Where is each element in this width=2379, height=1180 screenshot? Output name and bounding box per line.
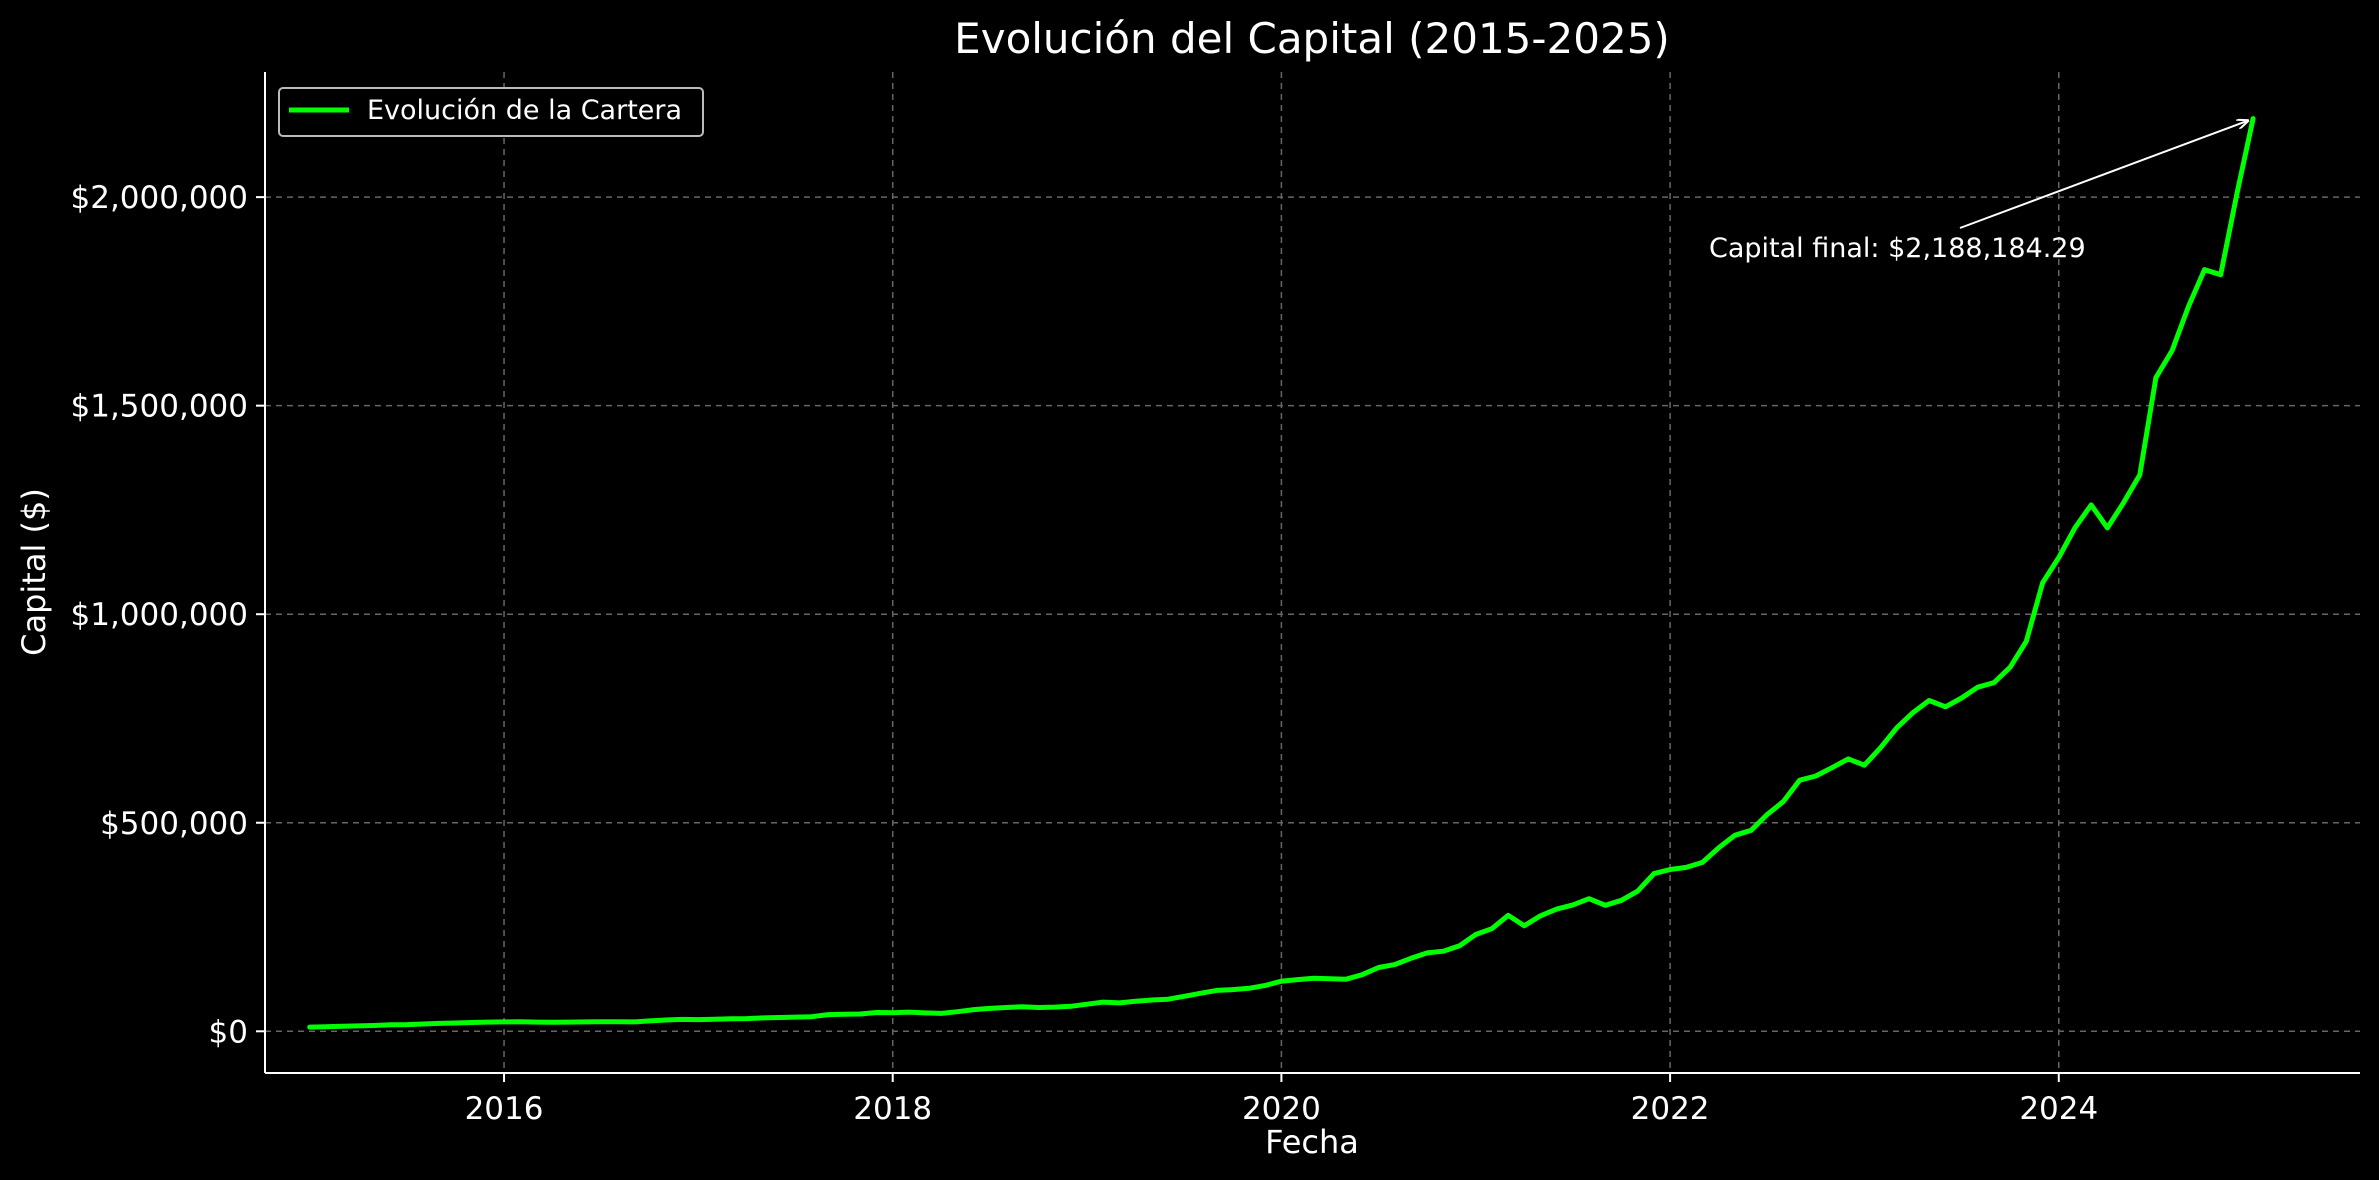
annotation-text: Capital final: $2,188,184.29: [1709, 233, 2086, 264]
legend: Evolución de la Cartera: [278, 87, 704, 137]
series-line-evolucion-cartera: [307, 116, 2256, 1030]
y-axis-label: Capital ($): [15, 488, 53, 656]
y-tick-label: $1,000,000: [71, 597, 249, 633]
y-tick-label: $2,000,000: [71, 180, 249, 216]
x-tick-label: 2020: [1242, 1091, 1321, 1127]
x-tick-label: 2024: [2019, 1091, 2098, 1127]
legend-label: Evolución de la Cartera: [367, 95, 682, 126]
y-tick-label: $1,500,000: [71, 389, 249, 425]
x-axis-label: Fecha: [1265, 1123, 1359, 1161]
y-tick-label: $0: [209, 1014, 248, 1050]
x-tick-label: 2022: [1631, 1091, 1710, 1127]
grid: [265, 72, 2360, 1073]
x-tick-label: 2016: [465, 1091, 544, 1127]
y-tick-label: $500,000: [100, 806, 248, 842]
legend-box: [278, 87, 704, 137]
x-ticks: 2016 2018 2020 2022 2024: [465, 1073, 2098, 1127]
chart-title: Evolución del Capital (2015-2025): [954, 14, 1670, 63]
y-ticks: $0 $500,000 $1,000,000 $1,500,000 $2,000,000: [71, 180, 265, 1050]
axes: [264, 72, 2360, 1074]
annotation: Capital final: $2,188,184.29: [1709, 121, 2248, 264]
annotation-arrow: [1959, 121, 2248, 229]
x-tick-label: 2018: [853, 1091, 932, 1127]
